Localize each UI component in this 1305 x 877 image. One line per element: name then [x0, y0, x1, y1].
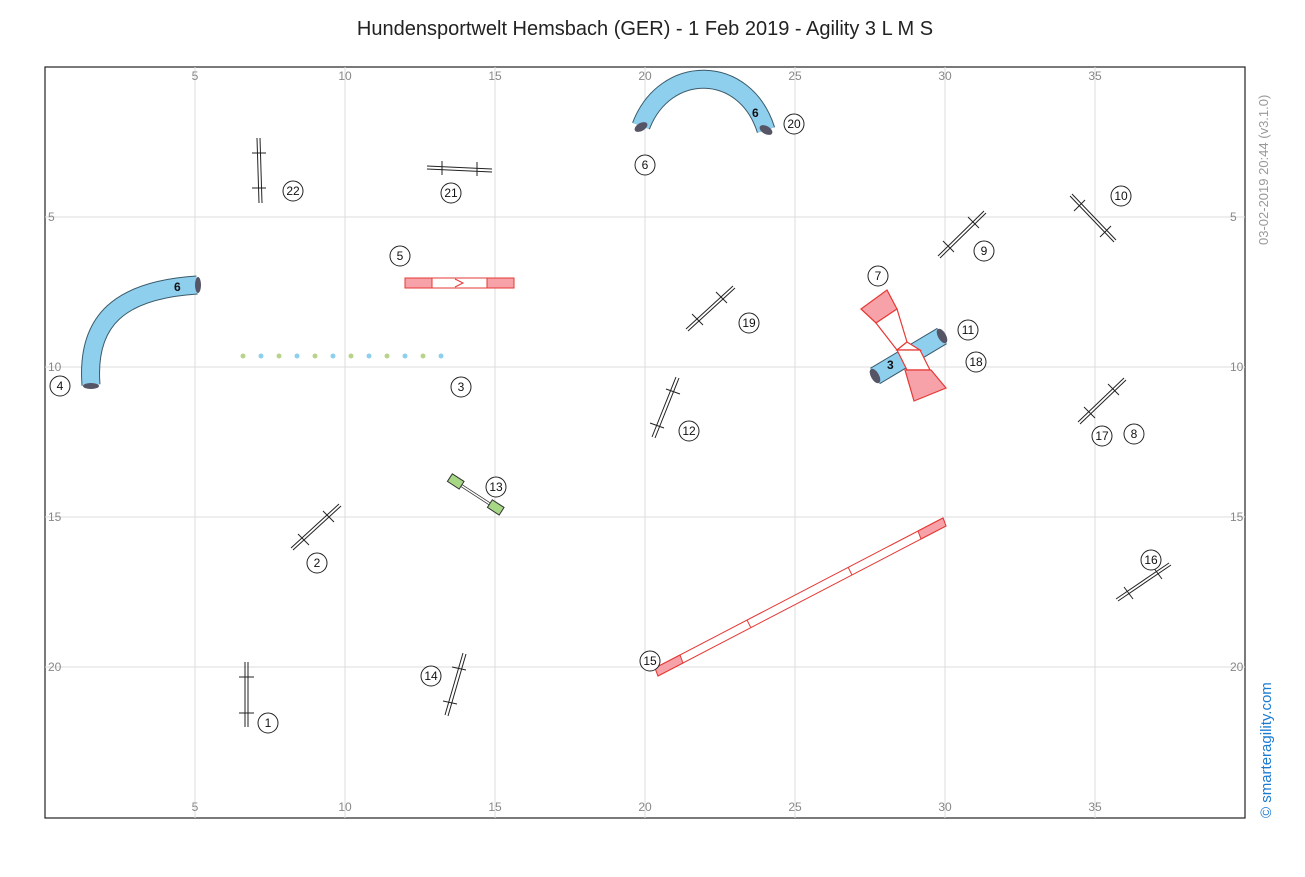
- jump-21: [426, 161, 493, 176]
- x-tick-bottom: 15: [488, 800, 502, 814]
- y-tick-left: 15: [48, 510, 62, 524]
- jumps: [239, 137, 1172, 727]
- x-tick-top: 10: [338, 69, 352, 83]
- tunnel-length-label: 6: [752, 106, 759, 120]
- jump-1: [239, 662, 254, 727]
- x-tick-top: 5: [192, 69, 199, 83]
- jump-9: [937, 210, 987, 259]
- number-label: 9: [981, 244, 988, 258]
- number-label: 20: [787, 117, 801, 131]
- number-marker: [965, 351, 987, 373]
- number-marker: [973, 240, 995, 262]
- tunnel-length-label: 3: [887, 358, 894, 372]
- jump-22: [252, 137, 266, 204]
- number-marker: [1110, 185, 1132, 207]
- y-tick-right: 20: [1230, 660, 1244, 674]
- number-marker: [783, 113, 805, 135]
- timestamp: 03-02-2019 20:44 (v3.1.0): [1256, 95, 1271, 245]
- x-tick-bottom: 30: [938, 800, 952, 814]
- number-marker: [282, 180, 304, 202]
- number-label: 10: [1114, 189, 1128, 203]
- seesaw-13: [446, 473, 505, 516]
- x-tick-top: 30: [938, 69, 952, 83]
- y-tick-left: 10: [48, 360, 62, 374]
- number-marker: [1091, 425, 1113, 447]
- y-tick-right: 5: [1230, 210, 1237, 224]
- jump-2: [290, 503, 342, 551]
- number-marker: [389, 245, 411, 267]
- number-marker: [678, 420, 700, 442]
- number-marker: [639, 650, 661, 672]
- brand-link[interactable]: © smarteragility.com: [1258, 682, 1275, 818]
- jump-19: [685, 285, 736, 332]
- number-marker: [450, 376, 472, 398]
- number-label: 14: [424, 669, 438, 683]
- dogwalk-5: [404, 277, 515, 289]
- number-label: 3: [458, 380, 465, 394]
- number-label: 2: [314, 556, 321, 570]
- number-marker: [738, 312, 760, 334]
- jump-17: [1077, 377, 1127, 425]
- number-label: 7: [875, 269, 882, 283]
- x-tick-bottom: 5: [192, 800, 199, 814]
- number-label: 16: [1144, 553, 1158, 567]
- number-marker: [440, 182, 462, 204]
- y-tick-left: 20: [48, 660, 62, 674]
- number-marker: [867, 265, 889, 287]
- y-tick-right: 10: [1230, 360, 1244, 374]
- number-marker: [306, 552, 328, 574]
- number-label: 17: [1095, 429, 1109, 443]
- number-marker: [634, 154, 656, 176]
- number-marker: [49, 375, 71, 397]
- number-label: 15: [643, 654, 657, 668]
- x-tick-bottom: 10: [338, 800, 352, 814]
- tire-7: [860, 289, 947, 402]
- number-marker: [1123, 423, 1145, 445]
- x-tick-top: 20: [638, 69, 652, 83]
- number-label: 5: [397, 249, 404, 263]
- jump-16: [1115, 562, 1172, 602]
- number-marker: [1140, 549, 1162, 571]
- dogwalk-15: [654, 517, 947, 677]
- tunnel-6: 6: [632, 69, 776, 135]
- number-label: 6: [642, 158, 649, 172]
- x-tick-top: 15: [488, 69, 502, 83]
- x-tick-bottom: 35: [1088, 800, 1102, 814]
- number-label: 19: [742, 316, 756, 330]
- number-label: 22: [286, 184, 300, 198]
- number-label: 12: [682, 424, 696, 438]
- number-marker: [257, 712, 279, 734]
- number-label: 11: [962, 323, 975, 337]
- jump-14: [442, 652, 467, 717]
- tunnel-length-label: 6: [174, 280, 181, 294]
- number-label: 13: [489, 480, 503, 494]
- jump-12: [649, 376, 681, 439]
- number-label: 8: [1131, 427, 1138, 441]
- x-tick-bottom: 20: [638, 800, 652, 814]
- jump-10: [1069, 193, 1117, 243]
- weave-poles-3: [240, 353, 444, 359]
- y-tick-right: 15: [1230, 510, 1244, 524]
- x-tick-bottom: 25: [788, 800, 802, 814]
- number-marker: [957, 319, 979, 341]
- x-tick-top: 25: [788, 69, 802, 83]
- number-label: 21: [444, 186, 458, 200]
- number-marker: [420, 665, 442, 687]
- y-tick-left: 5: [48, 210, 55, 224]
- number-label: 4: [57, 379, 64, 393]
- tunnel-4: 6: [81, 275, 201, 389]
- course-title: Hundensportwelt Hemsbach (GER) - 1 Feb 2…: [356, 18, 934, 40]
- number-label: 1: [265, 716, 272, 730]
- number-label: 18: [969, 355, 983, 369]
- number-marker: [485, 476, 507, 498]
- x-tick-top: 35: [1088, 69, 1102, 83]
